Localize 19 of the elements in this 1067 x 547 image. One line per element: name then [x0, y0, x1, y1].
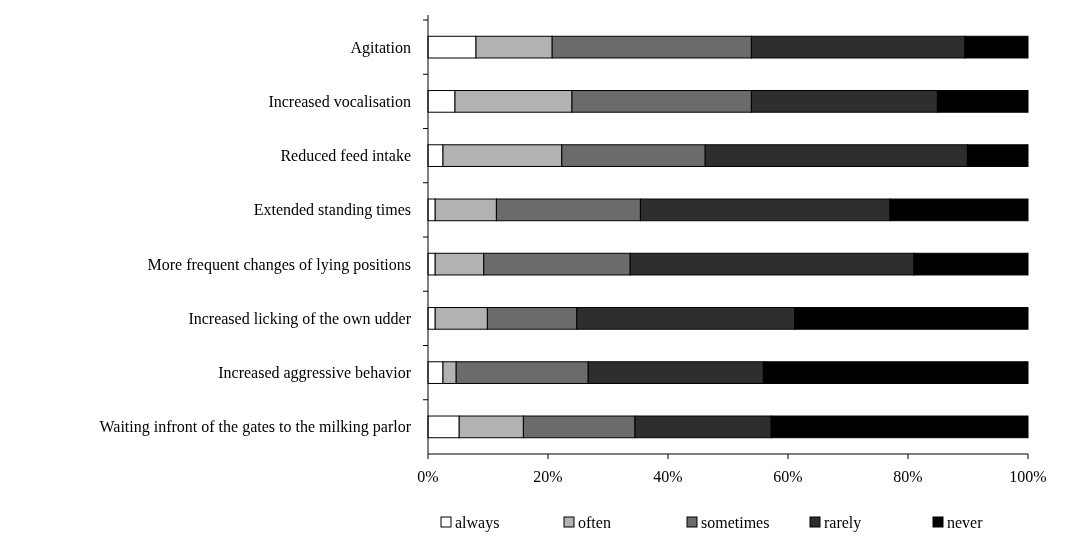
y-tick-label: More frequent changes of lying positions: [147, 255, 411, 274]
x-tick-label: 80%: [893, 468, 923, 485]
x-tick-label: 20%: [533, 468, 563, 485]
y-tick-label: Agitation: [350, 38, 411, 57]
x-tick-label: 100%: [1009, 468, 1047, 485]
legend-label: always: [455, 514, 500, 532]
y-tick-label: Increased aggressive behavior: [218, 364, 412, 383]
x-tick-label: 40%: [653, 468, 683, 485]
legend-label: often: [578, 514, 611, 531]
legend-label: never: [947, 514, 984, 531]
y-tick-label: Increased licking of the own udder: [188, 309, 412, 328]
y-tick-label: Reduced feed intake: [280, 147, 411, 165]
legend-label: rarely: [824, 514, 862, 532]
legend-label: sometimes: [701, 514, 770, 531]
x-tick-label: 60%: [773, 468, 803, 485]
y-tick-label: Waiting infront of the gates to the milking parlor: [99, 418, 412, 437]
y-tick-label: Increased vocalisation: [268, 92, 411, 110]
y-tick-label: Extended standing times: [253, 201, 411, 220]
x-tick-label: 0%: [417, 468, 439, 485]
